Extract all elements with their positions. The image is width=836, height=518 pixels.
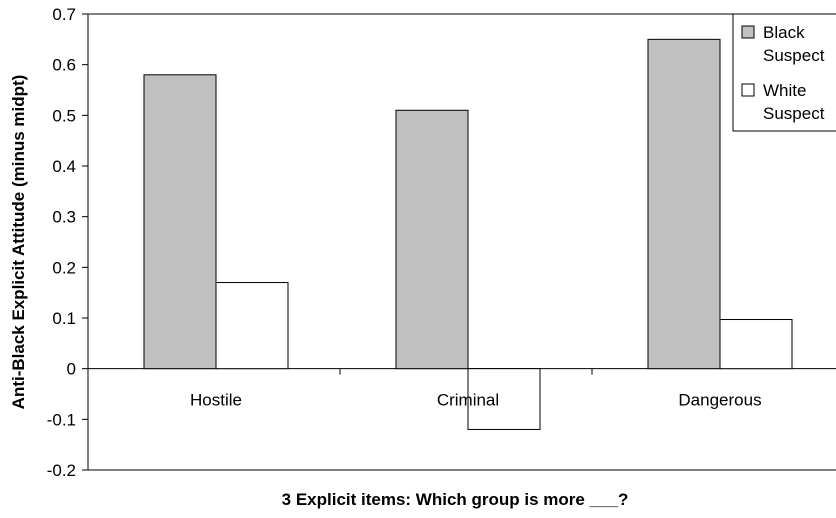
bar-white-suspect xyxy=(719,319,793,370)
bar-black-suspect xyxy=(143,74,217,370)
y-tick-label: 0.4 xyxy=(52,157,76,176)
x-category-label: Dangerous xyxy=(678,391,761,410)
y-axis-label: Anti-Black Explicit Attitude (minus midp… xyxy=(9,75,28,410)
legend-swatch xyxy=(741,25,755,39)
y-tick-label: 0.7 xyxy=(52,5,76,24)
y-tick-label: 0.1 xyxy=(52,309,76,328)
legend-box xyxy=(732,13,836,132)
bar-black-suspect xyxy=(395,109,469,370)
y-tick-label: -0.2 xyxy=(47,461,76,480)
plot-frame xyxy=(87,13,836,471)
plot-area: 0.7 0.6 0.5 0.4 0.3 0.2 0.1 0 -0.1 -0.2 Hostile Cri… xyxy=(47,5,836,480)
x-axis-label: 3 Explicit items: Which group is more __… xyxy=(282,490,629,509)
y-tick-label: 0.2 xyxy=(52,258,76,277)
y-tick-label: 0.3 xyxy=(52,208,76,227)
y-tick-label: 0.5 xyxy=(52,106,76,125)
legend-entry-line: Black xyxy=(763,23,805,42)
y-tick-label: -0.1 xyxy=(47,410,76,429)
legend-entry-line: Suspect xyxy=(763,46,825,65)
x-category-label: Hostile xyxy=(190,391,242,410)
y-tick-label: 0.6 xyxy=(52,56,76,75)
bar-white-suspect xyxy=(467,368,541,430)
bar-black-suspect xyxy=(647,38,721,370)
x-category-label: Criminal xyxy=(437,391,499,410)
bar-white-suspect xyxy=(215,282,289,370)
legend-entry-line: Suspect xyxy=(763,104,825,123)
legend-swatch xyxy=(741,83,755,97)
y-tick-label: 0 xyxy=(67,360,76,379)
legend-entry-line: White xyxy=(763,81,806,100)
